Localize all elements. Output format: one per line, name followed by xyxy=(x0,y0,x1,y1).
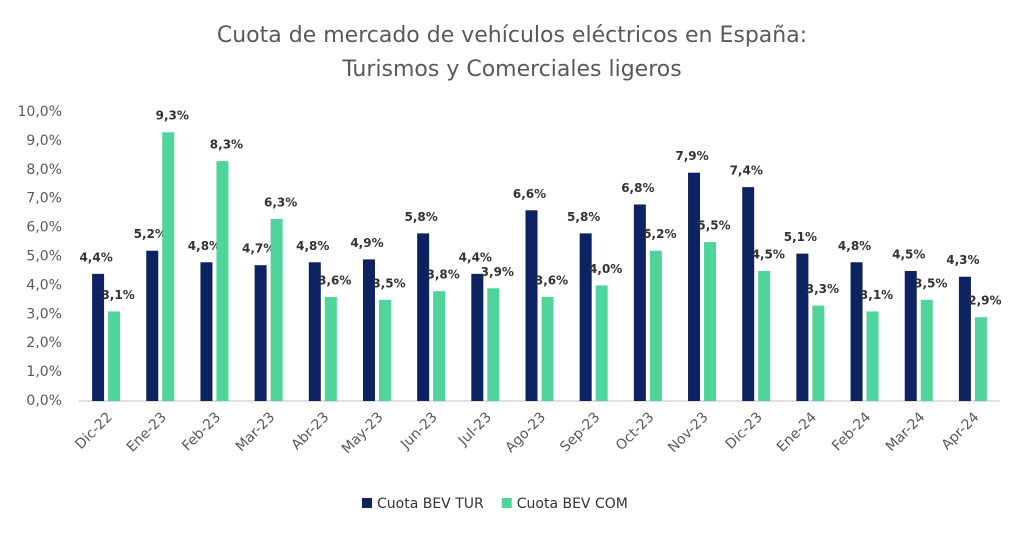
bar xyxy=(649,250,662,401)
bar xyxy=(958,276,971,401)
bar xyxy=(92,273,105,401)
value-label: 3,1% xyxy=(860,288,893,302)
bar xyxy=(378,299,391,401)
legend-swatch xyxy=(362,498,372,508)
bar xyxy=(270,218,283,401)
y-tick-label: 5,0% xyxy=(26,249,62,265)
bar xyxy=(866,311,879,401)
value-label: 5,5% xyxy=(697,219,730,233)
value-label: 5,8% xyxy=(405,210,438,224)
bar xyxy=(471,273,484,401)
bar xyxy=(487,288,500,401)
value-label: 7,4% xyxy=(730,164,763,178)
value-label: 3,5% xyxy=(372,276,405,290)
bar xyxy=(417,233,430,401)
value-label: 6,3% xyxy=(264,195,297,209)
value-label: 3,9% xyxy=(481,265,514,279)
bar xyxy=(324,296,337,401)
bar xyxy=(108,311,121,401)
value-label: 4,5% xyxy=(752,247,785,261)
y-tick-label: 2,0% xyxy=(26,335,62,351)
value-label: 4,8% xyxy=(838,239,871,253)
value-label: 4,4% xyxy=(79,250,112,264)
bar xyxy=(850,262,863,401)
value-label: 4,0% xyxy=(589,262,622,276)
bar xyxy=(796,253,809,401)
y-tick-label: 10,0% xyxy=(18,104,62,120)
value-label: 3,5% xyxy=(914,276,947,290)
value-label: 7,9% xyxy=(675,149,708,163)
y-tick-label: 8,0% xyxy=(26,162,62,178)
value-label: 5,2% xyxy=(643,227,676,241)
y-tick-label: 6,0% xyxy=(26,220,62,236)
legend-swatch xyxy=(501,498,512,508)
bar xyxy=(758,270,771,401)
value-label: 3,8% xyxy=(427,268,460,282)
value-label: 4,8% xyxy=(188,239,221,253)
value-label: 3,6% xyxy=(535,273,568,287)
bar xyxy=(904,270,917,401)
bar xyxy=(254,265,267,401)
value-label: 4,9% xyxy=(350,236,383,250)
value-label: 6,6% xyxy=(513,187,546,201)
value-label: 8,3% xyxy=(210,138,243,152)
value-label: 5,1% xyxy=(784,230,817,244)
value-label: 4,8% xyxy=(296,239,329,253)
bar xyxy=(146,250,159,401)
bar xyxy=(433,291,446,401)
y-tick-label: 1,0% xyxy=(26,364,62,380)
bar xyxy=(595,285,608,401)
value-label: 5,8% xyxy=(567,210,600,224)
bar xyxy=(200,262,213,401)
bar xyxy=(633,204,646,401)
bar xyxy=(688,172,701,401)
y-tick-label: 9,0% xyxy=(26,133,62,149)
bar xyxy=(579,233,592,401)
bar xyxy=(308,262,321,401)
y-tick-label: 7,0% xyxy=(26,191,62,207)
legend-label: Cuota BEV COM xyxy=(517,496,628,512)
value-label: 4,7% xyxy=(242,242,275,256)
value-label: 2,9% xyxy=(968,294,1001,308)
value-label: 9,3% xyxy=(156,109,189,123)
y-tick-label: 3,0% xyxy=(26,306,62,322)
bar xyxy=(920,299,933,401)
bar xyxy=(742,187,755,401)
value-label: 4,5% xyxy=(892,247,925,261)
value-label: 6,8% xyxy=(621,181,654,195)
value-label: 4,4% xyxy=(459,250,492,264)
bar xyxy=(974,317,987,401)
bar xyxy=(541,296,554,401)
bar xyxy=(162,132,175,402)
chart-title: Cuota de mercado de vehículos eléctricos… xyxy=(217,23,807,48)
bar xyxy=(525,210,538,401)
value-label: 3,6% xyxy=(318,273,351,287)
y-tick-label: 0,0% xyxy=(26,393,62,409)
value-label: 5,2% xyxy=(134,227,167,241)
value-label: 4,3% xyxy=(946,253,979,267)
value-label: 3,1% xyxy=(101,288,134,302)
bar xyxy=(216,161,229,401)
bar xyxy=(812,305,825,401)
value-label: 3,3% xyxy=(806,282,839,296)
bar xyxy=(362,259,375,401)
legend-label: Cuota BEV TUR xyxy=(377,496,484,512)
bar xyxy=(704,242,717,401)
y-tick-label: 4,0% xyxy=(26,277,62,293)
chart-title: Turismos y Comerciales ligeros xyxy=(341,57,681,82)
